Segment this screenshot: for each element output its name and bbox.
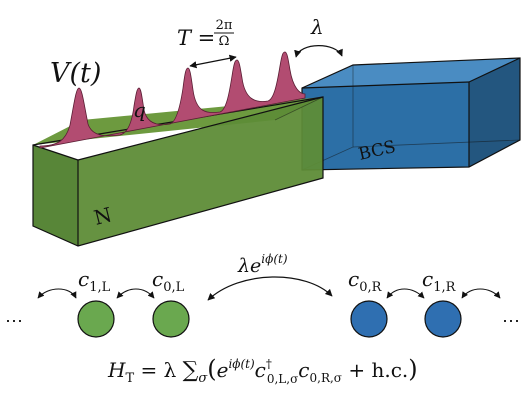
period-label-den: Ω (219, 34, 230, 49)
bcs-box-side (469, 58, 520, 167)
charge-label: q (133, 98, 146, 122)
site-c1-left (77, 300, 115, 338)
potential-label: V(t) (50, 58, 101, 89)
site-c1-right (424, 300, 462, 338)
hop-arrow-right-outer (461, 288, 501, 299)
ellipsis-left: ⋯ (5, 311, 23, 332)
normal-lead-label: N (91, 202, 114, 230)
coupling-arrow (294, 45, 343, 58)
period-label-lhs: T = (177, 26, 215, 50)
ellipsis-right: ⋯ (502, 311, 520, 332)
normal-box-side (78, 97, 323, 246)
hamiltonian: HT = λ ∑σ(eiϕ(t)c† 0,L,σc0,R,σ + h.c.) (107, 355, 418, 386)
normal-box-front (33, 145, 78, 246)
bcs-box-top (302, 58, 520, 88)
tunneling-arrow (207, 276, 333, 301)
site-c1-left-label: c1,L (78, 267, 111, 295)
coupling-label: λ (310, 15, 324, 39)
site-c0-right-label: c0,R (348, 267, 383, 295)
site-c0-left (152, 300, 190, 338)
hop-arrow-left-outer (37, 288, 77, 299)
hop-arrow-right-inner (386, 288, 425, 299)
voltage-pulses (39, 51, 306, 149)
period-arrow (189, 54, 237, 69)
bcs-box-front (302, 82, 469, 170)
site-c1-right-label: c1,R (422, 267, 457, 295)
period-label-num: 2π (216, 18, 233, 33)
tunneling-label: λeiϕ(t) (237, 252, 288, 277)
site-c0-left-label: c0,L (152, 267, 185, 295)
bcs-box (301, 57, 521, 171)
hop-arrow-left-inner (116, 288, 155, 299)
site-c0-right (350, 300, 388, 338)
